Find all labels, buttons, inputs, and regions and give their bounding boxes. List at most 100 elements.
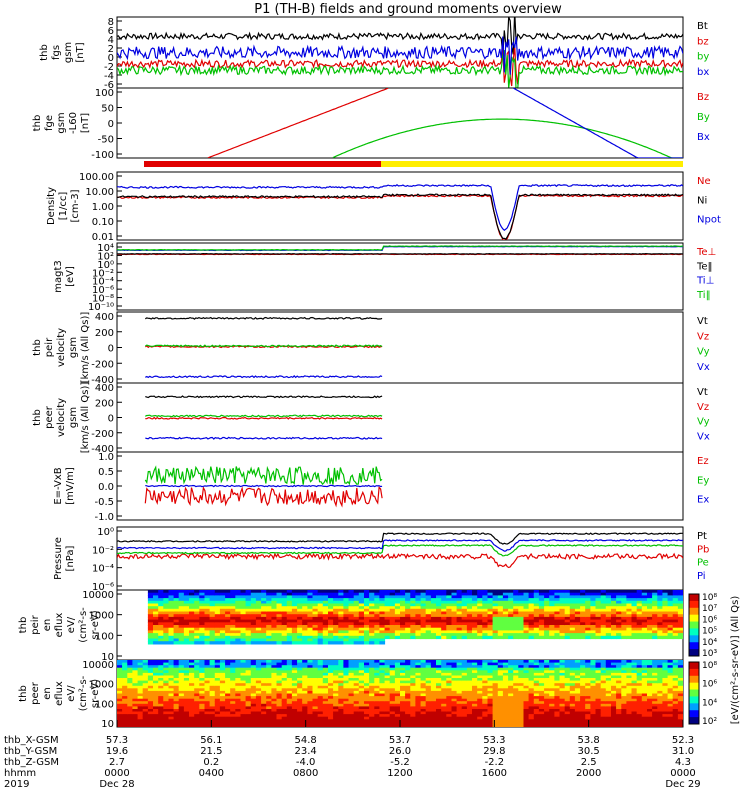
- heatmap-cell: [178, 660, 185, 664]
- heatmap-cell: [508, 724, 514, 727]
- heatmap-cell: [302, 660, 308, 664]
- heatmap-cell: [513, 719, 519, 723]
- heatmap-cell: [652, 598, 658, 602]
- series-Te‖: [117, 252, 683, 255]
- heatmap-cell: [400, 724, 406, 727]
- legend-Ey: Ey: [697, 475, 709, 486]
- heatmap-cell: [667, 696, 674, 700]
- heatmap-cell: [616, 709, 622, 713]
- heatmap-cell: [369, 590, 375, 594]
- heatmap-cell: [364, 608, 370, 613]
- heatmap-cell: [333, 625, 339, 629]
- heatmap-cell: [369, 688, 375, 692]
- heatmap-cell: [554, 633, 561, 637]
- heatmap-cell: [631, 675, 638, 679]
- heatmap-cell: [255, 638, 262, 642]
- heatmap-cell: [667, 619, 674, 623]
- heatmap-cell: [518, 608, 524, 613]
- heatmap-cell: [425, 595, 432, 599]
- heatmap-cell: [379, 680, 386, 684]
- heatmap-cell: [333, 721, 339, 725]
- heatmap-cell: [564, 672, 571, 677]
- heatmap-cell: [559, 709, 566, 713]
- heatmap-cell: [508, 665, 514, 669]
- heatmap-cell: [307, 670, 314, 674]
- heatmap-cell: [235, 592, 241, 596]
- heatmap-cell: [271, 685, 278, 689]
- heatmap-cell: [153, 703, 159, 707]
- heatmap-cell: [389, 592, 396, 596]
- heatmap-cell: [235, 675, 241, 679]
- heatmap-cell: [312, 670, 319, 674]
- heatmap-cell: [405, 698, 411, 702]
- heatmap-cell: [225, 709, 231, 713]
- heatmap-cell: [163, 660, 169, 664]
- heatmap-cell: [225, 598, 231, 602]
- heatmap-cell: [436, 606, 442, 610]
- heatmap-cell: [322, 662, 329, 666]
- heatmap-cell: [590, 625, 597, 629]
- heatmap-cell: [214, 590, 221, 594]
- heatmap-cell: [358, 706, 365, 710]
- heatmap-cell: [364, 592, 370, 596]
- heatmap-cell: [430, 709, 437, 713]
- heatmap-cell: [549, 665, 555, 669]
- heatmap-cell: [487, 670, 494, 674]
- heatmap-cell: [261, 622, 267, 626]
- y-tick-label: 10⁻⁴: [92, 277, 114, 288]
- heatmap-cell: [369, 600, 375, 605]
- heatmap-cell: [482, 662, 488, 666]
- heatmap-cell: [271, 714, 278, 718]
- heatmap-cell: [261, 614, 267, 618]
- heatmap-cell: [132, 670, 139, 674]
- heatmap-cell: [271, 606, 278, 610]
- heatmap-cell: [621, 592, 627, 596]
- heatmap-cell: [302, 685, 308, 689]
- heatmap-cell: [605, 606, 612, 610]
- heatmap-cell: [621, 714, 627, 718]
- heatmap-cell: [255, 716, 262, 720]
- heatmap-cell: [626, 670, 633, 674]
- heatmap-cell: [394, 660, 401, 664]
- heatmap-cell: [677, 600, 683, 605]
- heatmap-cell: [569, 724, 576, 727]
- heatmap-cell: [513, 616, 519, 621]
- heatmap-cell: [276, 662, 283, 666]
- heatmap-cell: [132, 719, 139, 723]
- heatmap-cell: [641, 606, 648, 610]
- heatmap-cell: [544, 675, 550, 679]
- heatmap-cell: [456, 603, 463, 607]
- heatmap-cell: [425, 683, 432, 687]
- heatmap-cell: [389, 719, 396, 723]
- heatmap-cell: [307, 603, 314, 607]
- heatmap-cell: [214, 683, 221, 687]
- heatmap-cell: [353, 709, 360, 713]
- heatmap-cell: [312, 625, 319, 629]
- heatmap-cell: [364, 619, 370, 623]
- heatmap-cell: [595, 690, 602, 695]
- heatmap-cell: [492, 693, 499, 697]
- heatmap-cell: [286, 641, 293, 645]
- heatmap-cell: [225, 616, 231, 621]
- heatmap-cell: [219, 662, 226, 666]
- heatmap-cell: [626, 675, 633, 679]
- heatmap-cell: [281, 638, 288, 642]
- heatmap-cell: [307, 709, 314, 713]
- heatmap-cell: [636, 630, 643, 634]
- heatmap-cell: [117, 701, 123, 705]
- heatmap-cell: [230, 665, 236, 669]
- heatmap-cell: [415, 721, 422, 725]
- heatmap-cell: [574, 606, 581, 610]
- heatmap-cell: [430, 714, 437, 718]
- heatmap-cell: [343, 611, 350, 615]
- heatmap-cell: [605, 675, 612, 679]
- heatmap-cell: [338, 690, 344, 695]
- heatmap-cell: [343, 630, 350, 634]
- heatmap-cell: [523, 709, 530, 713]
- heatmap-cell: [374, 680, 380, 684]
- heatmap-cell: [631, 698, 638, 702]
- heatmap-cell: [569, 672, 576, 677]
- heatmap-cell: [636, 606, 643, 610]
- heatmap-cell: [502, 703, 509, 707]
- heatmap-cell: [312, 709, 319, 713]
